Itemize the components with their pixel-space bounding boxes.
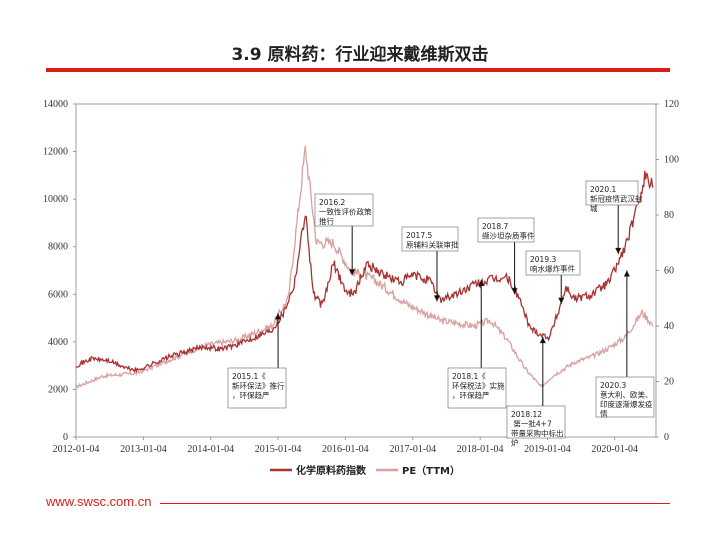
- annotation-text: 2015.1《新环保法》推行，环保趋严: [232, 372, 285, 400]
- page-title: 3.9 原料药：行业迎来戴维斯双击: [231, 45, 489, 65]
- annotation-text: 2019.3 响水爆炸事件: [530, 255, 575, 274]
- x-tick-label: 2019-01-04: [524, 444, 571, 455]
- y-left-tick-label: 14000: [43, 99, 68, 110]
- annotation-arrow-head: [615, 247, 622, 254]
- annotation-text: 2016.2 一致性评价政策推行: [319, 198, 372, 226]
- y-right-tick-label: 60: [664, 266, 674, 277]
- annotation-box: [314, 193, 374, 227]
- annotation-arrow-head: [275, 313, 282, 320]
- title-underline: [46, 68, 670, 72]
- y-right-tick-label: 20: [664, 377, 674, 388]
- x-tick-label: 2015-01-04: [255, 444, 302, 455]
- annotation-arrow-head: [539, 337, 546, 344]
- annotation-text: 2020.1 新冠疫情武汉封城: [590, 185, 643, 213]
- x-tick-label: 2016-01-04: [322, 444, 369, 455]
- y-left-tick-label: 8000: [48, 242, 68, 253]
- annotation-arrow-head: [511, 288, 518, 295]
- y-right-tick-label: 120: [664, 99, 679, 110]
- annotation-arrow-head: [433, 295, 440, 302]
- x-tick-label: 2017-01-04: [389, 444, 436, 455]
- footer-url[interactable]: www.swsc.com.cn: [46, 494, 152, 509]
- series-line-api-index: [75, 170, 654, 373]
- legend-label-pe-ttm: PE（TTM）: [402, 464, 460, 477]
- annotation-text: 2020.3 意大利、欧美、印度逐渐爆发疫情: [600, 381, 653, 419]
- annotation-arrow-head: [558, 297, 565, 304]
- annotation-box: [447, 367, 507, 409]
- y-right-tick-label: 100: [664, 155, 679, 166]
- annotation-box: [477, 217, 535, 243]
- annotation-arrow-head: [478, 280, 485, 287]
- x-tick-label: 2012-01-04: [53, 444, 100, 455]
- y-left-tick-label: 0: [63, 432, 68, 443]
- annotation-arrow-head: [623, 270, 630, 277]
- x-tick-label: 2014-01-04: [187, 444, 234, 455]
- annotation-text: 2018.12 第一批4+7 带量采购中标出炉: [511, 410, 564, 448]
- footer-divider: [160, 503, 670, 504]
- annotation-box: [227, 367, 287, 409]
- annotation-text: 2017.5 原辅料关联审批: [406, 231, 459, 250]
- y-left-tick-label: 2000: [48, 384, 68, 395]
- y-right-tick-label: 0: [664, 432, 669, 443]
- x-tick-label: 2020-01-04: [591, 444, 638, 455]
- annotation-box: [401, 226, 459, 252]
- legend-label-api-index: 化学原料药指数: [296, 464, 367, 477]
- annotation-arrow-head: [349, 269, 356, 276]
- annotation-box: [585, 180, 639, 206]
- y-left-tick-label: 10000: [43, 194, 68, 205]
- annotation-box: [595, 376, 655, 418]
- y-right-tick-label: 80: [664, 210, 674, 221]
- x-tick-label: 2018-01-04: [457, 444, 504, 455]
- y-left-tick-label: 12000: [43, 147, 68, 158]
- annotation-text: 2018.1《环保税法》实施，环保趋严: [452, 372, 505, 400]
- x-tick-label: 2013-01-04: [120, 444, 167, 455]
- y-left-tick-label: 6000: [48, 289, 68, 300]
- annotation-text: 2018.7 缬沙坦杂质事件: [482, 222, 535, 241]
- annotation-box: [506, 405, 566, 439]
- y-left-tick-label: 4000: [48, 337, 68, 348]
- y-right-tick-label: 40: [664, 321, 674, 332]
- annotation-box: [525, 250, 581, 276]
